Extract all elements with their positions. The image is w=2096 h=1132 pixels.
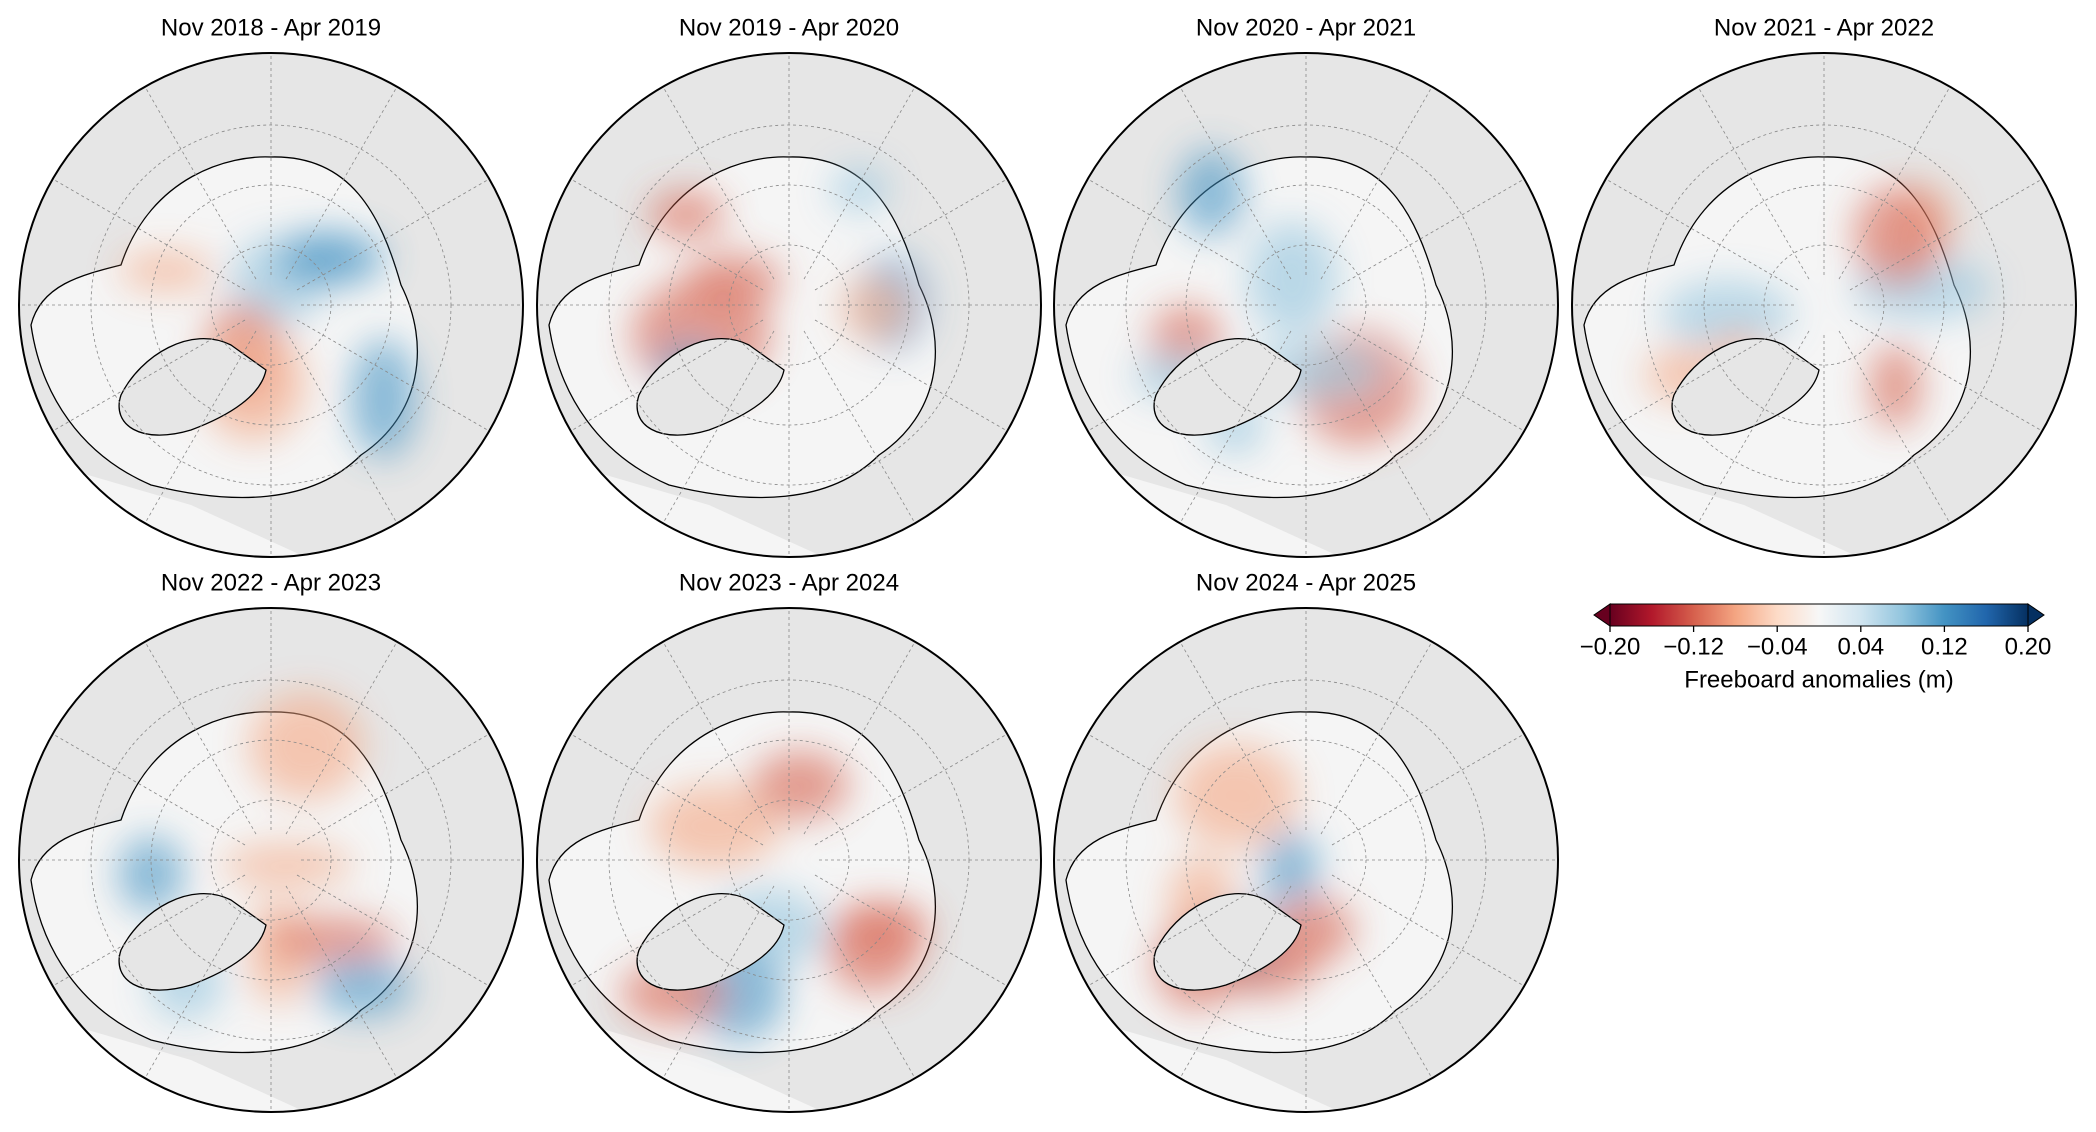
- graticule: [1179, 641, 1292, 835]
- map-panel: [19, 608, 523, 1112]
- graticule: [52, 178, 246, 291]
- colorbar-tick-label: 0.04: [1837, 633, 1884, 660]
- graticule: [662, 86, 775, 280]
- greenland: [118, 338, 267, 436]
- graticule: [814, 874, 1008, 987]
- graticule: [1320, 885, 1433, 1079]
- graticule: [1087, 178, 1281, 291]
- graticule: [803, 330, 916, 524]
- graticule: [285, 86, 398, 280]
- map-border: [18, 52, 524, 558]
- graticule: [144, 86, 257, 280]
- graticule: [814, 733, 1008, 846]
- greenland: [1671, 338, 1820, 436]
- colorbar-tick-label: −0.12: [1663, 633, 1724, 660]
- graticule: [662, 641, 775, 835]
- map-panel: [19, 53, 523, 557]
- graticule: [803, 885, 916, 1079]
- anomaly-field: [1645, 183, 1993, 430]
- panel-title: Nov 2022 - Apr 2023: [161, 569, 381, 596]
- graticule: [1838, 86, 1951, 280]
- graticule: [1605, 178, 1799, 291]
- colorbar: [1609, 603, 2029, 627]
- anomaly-field: [1133, 148, 1417, 455]
- graticule: [803, 641, 916, 835]
- graticule: [662, 330, 775, 524]
- graticule: [814, 319, 1008, 432]
- map-border: [536, 52, 1042, 558]
- graticule: [1849, 319, 2043, 432]
- greenland: [118, 893, 267, 991]
- graticule: [285, 885, 398, 1079]
- graticule: [570, 733, 764, 846]
- graticule: [296, 733, 490, 846]
- colorbar-extend-max: [2027, 603, 2045, 627]
- graticule: [52, 874, 246, 987]
- graticule: [296, 319, 490, 432]
- graticule: [144, 641, 257, 835]
- greenland: [636, 893, 785, 991]
- panel-title: Nov 2018 - Apr 2019: [161, 14, 381, 41]
- greenland: [1153, 893, 1302, 991]
- graticule: [570, 874, 764, 987]
- map-panel: [537, 53, 1041, 557]
- graticule: [1849, 178, 2043, 291]
- map-border: [1053, 607, 1559, 1113]
- graticule: [1605, 319, 1799, 432]
- panel-title: Nov 2021 - Apr 2022: [1714, 14, 1934, 41]
- colorbar-extend-min: [1593, 603, 1611, 627]
- graticule: [144, 330, 257, 524]
- graticule: [1697, 86, 1810, 280]
- greenland: [1153, 338, 1302, 436]
- graticule: [52, 733, 246, 846]
- graticule: [570, 319, 764, 432]
- colorbar-tick-label: −0.04: [1747, 633, 1808, 660]
- map-border: [536, 607, 1042, 1113]
- graticule: [570, 178, 764, 291]
- graticule: [296, 178, 490, 291]
- graticule: [1179, 330, 1292, 524]
- panel-title: Nov 2019 - Apr 2020: [679, 14, 899, 41]
- map-panel: [1054, 53, 1558, 557]
- graticule: [1320, 86, 1433, 280]
- graticule: [1697, 330, 1810, 524]
- graticule: [1087, 733, 1281, 846]
- colorbar-tick-label: 0.12: [1921, 633, 1968, 660]
- panel-title: Nov 2023 - Apr 2024: [679, 569, 899, 596]
- colorbar-tick-label: 0.20: [2005, 633, 2052, 660]
- graticule: [1331, 319, 1525, 432]
- graticule: [285, 641, 398, 835]
- map-border: [1571, 52, 2077, 558]
- map-border: [1053, 52, 1559, 558]
- greenland: [636, 338, 785, 436]
- map-panel: [537, 608, 1041, 1112]
- graticule: [1331, 178, 1525, 291]
- graticule: [1087, 319, 1281, 432]
- panel-title: Nov 2024 - Apr 2025: [1196, 569, 1416, 596]
- map-border: [18, 607, 524, 1113]
- graticule: [814, 178, 1008, 291]
- graticule: [144, 885, 257, 1079]
- map-panel: [1572, 53, 2076, 557]
- graticule: [1087, 874, 1281, 987]
- anomaly-field: [620, 750, 931, 1042]
- graticule: [296, 874, 490, 987]
- graticule: [1331, 874, 1525, 987]
- graticule: [52, 319, 246, 432]
- graticule: [1179, 885, 1292, 1079]
- graticule: [1331, 733, 1525, 846]
- graticule: [1320, 641, 1433, 835]
- graticule: [285, 330, 398, 524]
- graticule: [1838, 330, 1951, 524]
- graticule: [803, 86, 916, 280]
- map-panel: [1054, 608, 1558, 1112]
- colorbar-tick-label: −0.20: [1580, 633, 1641, 660]
- panel-title: Nov 2020 - Apr 2021: [1196, 14, 1416, 41]
- graticule: [662, 885, 775, 1079]
- graticule: [1179, 86, 1292, 280]
- graticule: [1320, 330, 1433, 524]
- colorbar-label: Freeboard anomalies (m): [1684, 666, 1953, 693]
